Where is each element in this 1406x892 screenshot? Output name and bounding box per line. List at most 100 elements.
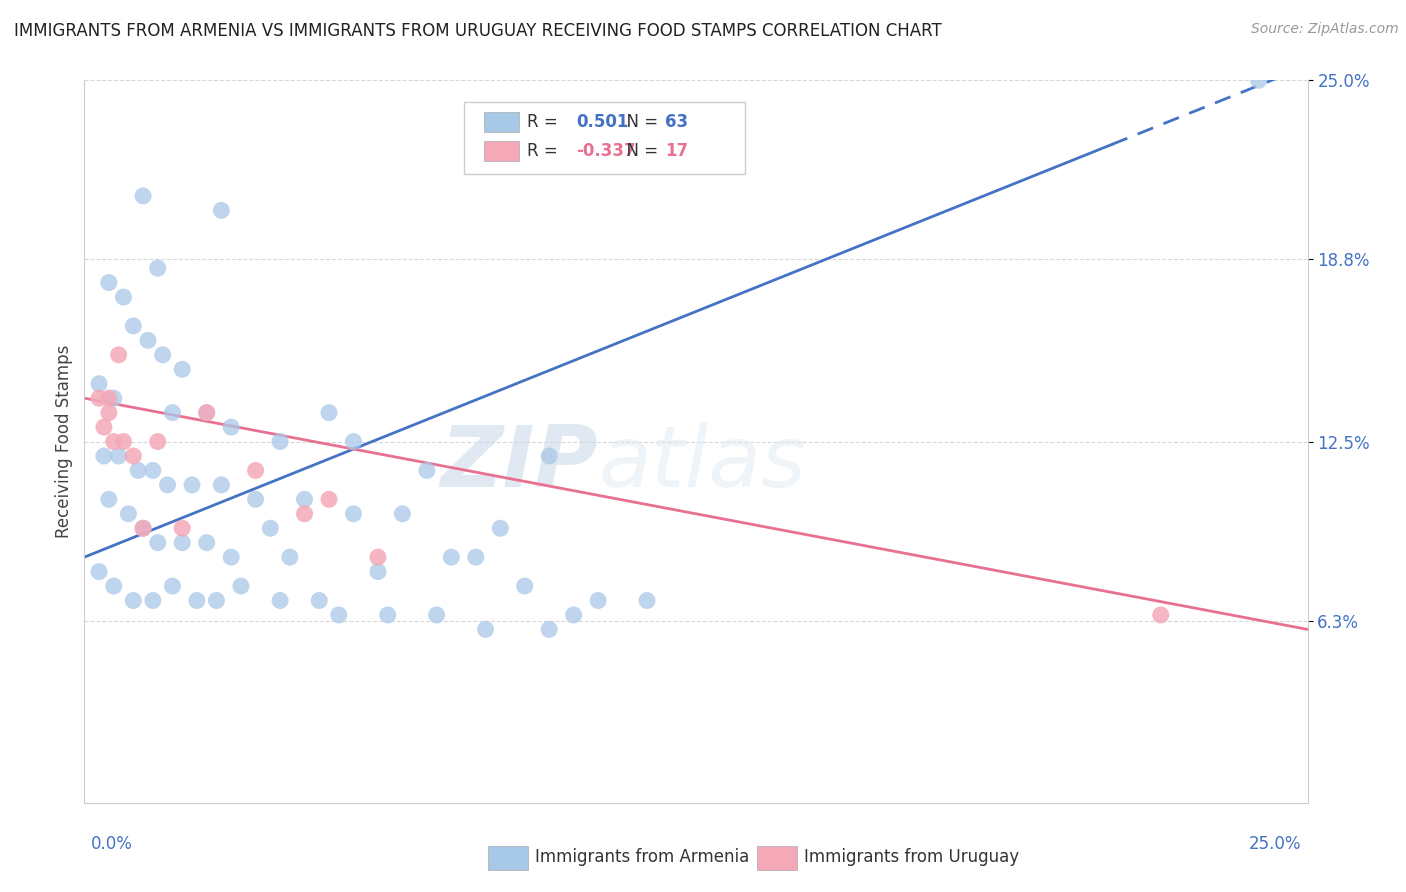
- Point: [93, 420, 115, 434]
- Point: [132, 521, 155, 535]
- Point: [219, 420, 242, 434]
- Point: [294, 492, 316, 507]
- Text: N =: N =: [616, 142, 664, 160]
- Point: [562, 607, 585, 622]
- Point: [426, 607, 449, 622]
- Point: [391, 507, 413, 521]
- Point: [538, 623, 561, 637]
- Text: 25.0%: 25.0%: [1249, 835, 1302, 854]
- Point: [586, 593, 609, 607]
- Point: [103, 434, 125, 449]
- Point: [172, 535, 194, 549]
- Text: R =: R =: [527, 142, 564, 160]
- Point: [367, 550, 389, 565]
- Point: [152, 348, 174, 362]
- Point: [117, 507, 139, 521]
- Point: [146, 535, 169, 549]
- Point: [97, 391, 120, 405]
- Point: [87, 391, 110, 405]
- Point: [186, 593, 208, 607]
- Point: [513, 579, 536, 593]
- Point: [142, 593, 165, 607]
- Point: [103, 579, 125, 593]
- FancyBboxPatch shape: [464, 102, 745, 174]
- Point: [122, 449, 145, 463]
- Point: [122, 593, 145, 607]
- Point: [636, 593, 658, 607]
- Point: [278, 550, 301, 565]
- Text: 0.501: 0.501: [576, 113, 628, 131]
- Text: atlas: atlas: [598, 422, 806, 505]
- Point: [195, 535, 218, 549]
- Point: [1150, 607, 1173, 622]
- Text: -0.337: -0.337: [576, 142, 636, 160]
- Point: [162, 579, 184, 593]
- Point: [367, 565, 389, 579]
- Point: [107, 348, 129, 362]
- Point: [342, 507, 364, 521]
- Point: [219, 550, 242, 565]
- Point: [156, 478, 179, 492]
- Point: [269, 434, 291, 449]
- Point: [205, 593, 228, 607]
- Point: [97, 406, 120, 420]
- Text: N =: N =: [616, 113, 664, 131]
- Point: [229, 579, 252, 593]
- Point: [1247, 73, 1270, 87]
- Point: [245, 463, 267, 477]
- Point: [195, 406, 218, 420]
- Point: [112, 434, 135, 449]
- Point: [112, 290, 135, 304]
- Text: R =: R =: [527, 113, 564, 131]
- Point: [132, 189, 155, 203]
- FancyBboxPatch shape: [484, 112, 519, 132]
- Point: [328, 607, 350, 622]
- Point: [464, 550, 486, 565]
- Point: [87, 565, 110, 579]
- Point: [440, 550, 463, 565]
- Text: 0.0%: 0.0%: [90, 835, 132, 854]
- Point: [87, 376, 110, 391]
- Point: [474, 623, 496, 637]
- Point: [103, 391, 125, 405]
- Point: [127, 463, 149, 477]
- Point: [342, 434, 364, 449]
- Point: [377, 607, 399, 622]
- Point: [146, 434, 169, 449]
- Point: [245, 492, 267, 507]
- Point: [195, 406, 218, 420]
- Point: [416, 463, 439, 477]
- Point: [146, 261, 169, 276]
- Text: Immigrants from Armenia: Immigrants from Armenia: [534, 848, 749, 866]
- FancyBboxPatch shape: [488, 847, 529, 870]
- Text: 17: 17: [665, 142, 689, 160]
- Text: 63: 63: [665, 113, 689, 131]
- Y-axis label: Receiving Food Stamps: Receiving Food Stamps: [55, 345, 73, 538]
- Point: [259, 521, 281, 535]
- Point: [122, 318, 145, 333]
- Point: [538, 449, 561, 463]
- FancyBboxPatch shape: [484, 141, 519, 161]
- Point: [136, 334, 159, 348]
- Point: [318, 406, 340, 420]
- Point: [142, 463, 165, 477]
- Point: [318, 492, 340, 507]
- Text: ZIP: ZIP: [440, 422, 598, 505]
- Point: [209, 478, 232, 492]
- Point: [132, 521, 155, 535]
- Point: [269, 593, 291, 607]
- Point: [97, 276, 120, 290]
- Point: [162, 406, 184, 420]
- Point: [172, 521, 194, 535]
- Point: [489, 521, 512, 535]
- Point: [107, 449, 129, 463]
- Text: Immigrants from Uruguay: Immigrants from Uruguay: [804, 848, 1019, 866]
- Text: IMMIGRANTS FROM ARMENIA VS IMMIGRANTS FROM URUGUAY RECEIVING FOOD STAMPS CORRELA: IMMIGRANTS FROM ARMENIA VS IMMIGRANTS FR…: [14, 22, 942, 40]
- FancyBboxPatch shape: [758, 847, 797, 870]
- Text: Source: ZipAtlas.com: Source: ZipAtlas.com: [1251, 22, 1399, 37]
- Point: [294, 507, 316, 521]
- Point: [93, 449, 115, 463]
- Point: [181, 478, 204, 492]
- Point: [97, 492, 120, 507]
- Point: [172, 362, 194, 376]
